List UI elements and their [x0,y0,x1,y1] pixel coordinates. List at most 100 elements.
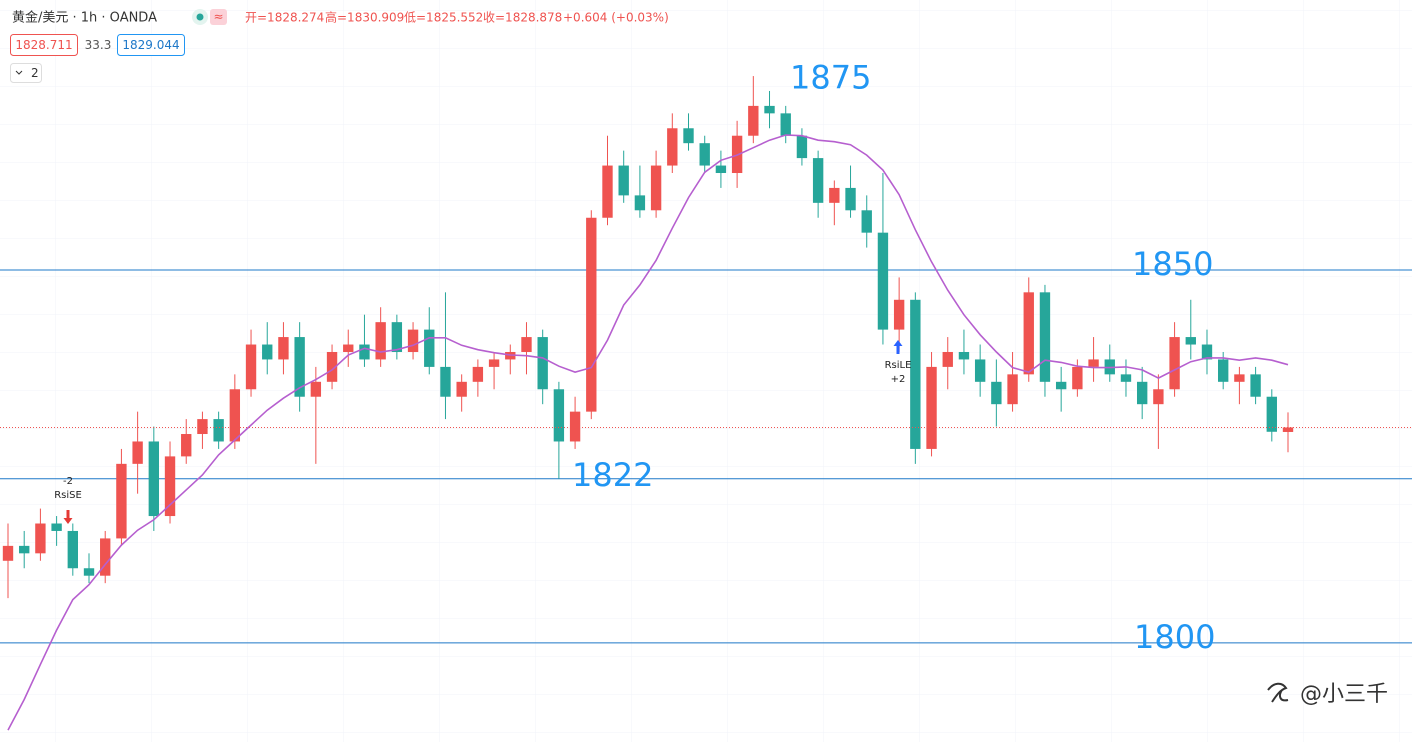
ohlc-close: 收=1828.878 [483,11,562,25]
candle-body [602,165,613,218]
ohlc-high: 高=1830.909 [325,10,404,25]
candle-body [1250,374,1261,397]
candle-body [391,322,403,352]
candle-body [132,441,143,464]
candle-body [472,366,484,382]
candle-body [1120,374,1132,382]
candle-body [35,523,46,554]
candle-body [764,105,775,114]
candle-body [262,344,273,360]
candle-body [780,113,791,136]
signal-qty: -2 [63,476,73,487]
candle-body [1088,359,1099,367]
level-label: 1822 [572,456,653,494]
candle-body [1282,427,1294,432]
candle-body [1023,292,1034,375]
candle-body [1218,359,1229,382]
candle-body [667,128,678,166]
candle-body [407,329,419,352]
candle-body [683,128,694,144]
candle-body [440,366,451,397]
candle-body [812,158,824,203]
candle-body [521,337,532,352]
candle-body [1136,381,1148,405]
status-dot [196,13,204,21]
candle-body [343,344,354,352]
candle-body [229,389,241,442]
candle-body [1039,292,1051,382]
candle-body [1201,344,1213,360]
candle-body [1072,366,1083,390]
candle-body [553,389,565,442]
candle-body [618,165,629,196]
candle-body [310,381,322,397]
indicator-toggle[interactable] [10,63,42,83]
watermark: @小三千 [1300,682,1388,707]
candle-body [926,366,937,449]
change: +0.604 (+0.03%) [563,11,669,25]
candle-body [375,322,386,360]
signal-qty: +2 [891,374,906,385]
candle-body [699,143,710,166]
candle-body [1007,374,1018,405]
watermark-logo [1267,682,1289,703]
candle-body [569,411,581,442]
candle-body [974,359,986,382]
candle-body [877,232,889,330]
candle-body [213,419,224,442]
bid: 1828.711 [15,38,72,52]
candle-body [991,381,1002,405]
ohlc-open: 开=1828.274 [245,11,324,25]
symbol: 黄金/美元 · 1h · OANDA [12,10,157,26]
indicator-count: 2 [31,66,39,80]
candle-body [829,187,840,203]
spread: 33.3 [85,38,112,52]
candle-body [586,217,597,412]
candle-body [537,337,548,390]
alert-icon: ≈ [213,10,223,24]
ask: 1829.044 [122,38,179,52]
alert-badge [210,9,227,25]
level-label: 1875 [790,59,871,97]
candle-body [116,463,127,539]
candle-body [148,441,160,517]
candle-body [2,545,14,561]
chevron [15,70,23,75]
candle-body [278,337,289,360]
candle-body [942,351,953,367]
candle-body [958,351,970,360]
candle-body [51,523,62,531]
candle-body [1234,374,1245,382]
candle-body [796,135,808,159]
candle-body [359,344,370,360]
candle-body [326,351,338,382]
candle-body [1185,337,1196,345]
ohlc-low: 低=1825.552 [404,11,483,25]
candle-body [715,165,727,174]
candle-body [845,187,856,211]
candle-body [1055,381,1067,390]
candle-body [634,195,646,211]
candle-body [197,419,208,435]
bid-box[interactable] [10,34,78,56]
candle-body [164,456,176,517]
candle-body [181,434,192,457]
candle-body [1153,389,1164,405]
candle-body [83,568,95,576]
candle-body [100,538,111,576]
candle-body [19,545,30,554]
candle-body [910,299,921,449]
candle-body [861,210,872,233]
ask-box[interactable] [117,34,185,56]
candle-body [245,344,257,390]
signal-arrow [63,510,73,524]
candle-body [1169,337,1180,390]
signal-label: RsiSE [54,490,82,501]
candle-body [893,299,905,330]
candle-body [748,105,759,136]
moving-average [7,134,1289,731]
candle-body [456,381,467,397]
candle-body [294,337,305,397]
